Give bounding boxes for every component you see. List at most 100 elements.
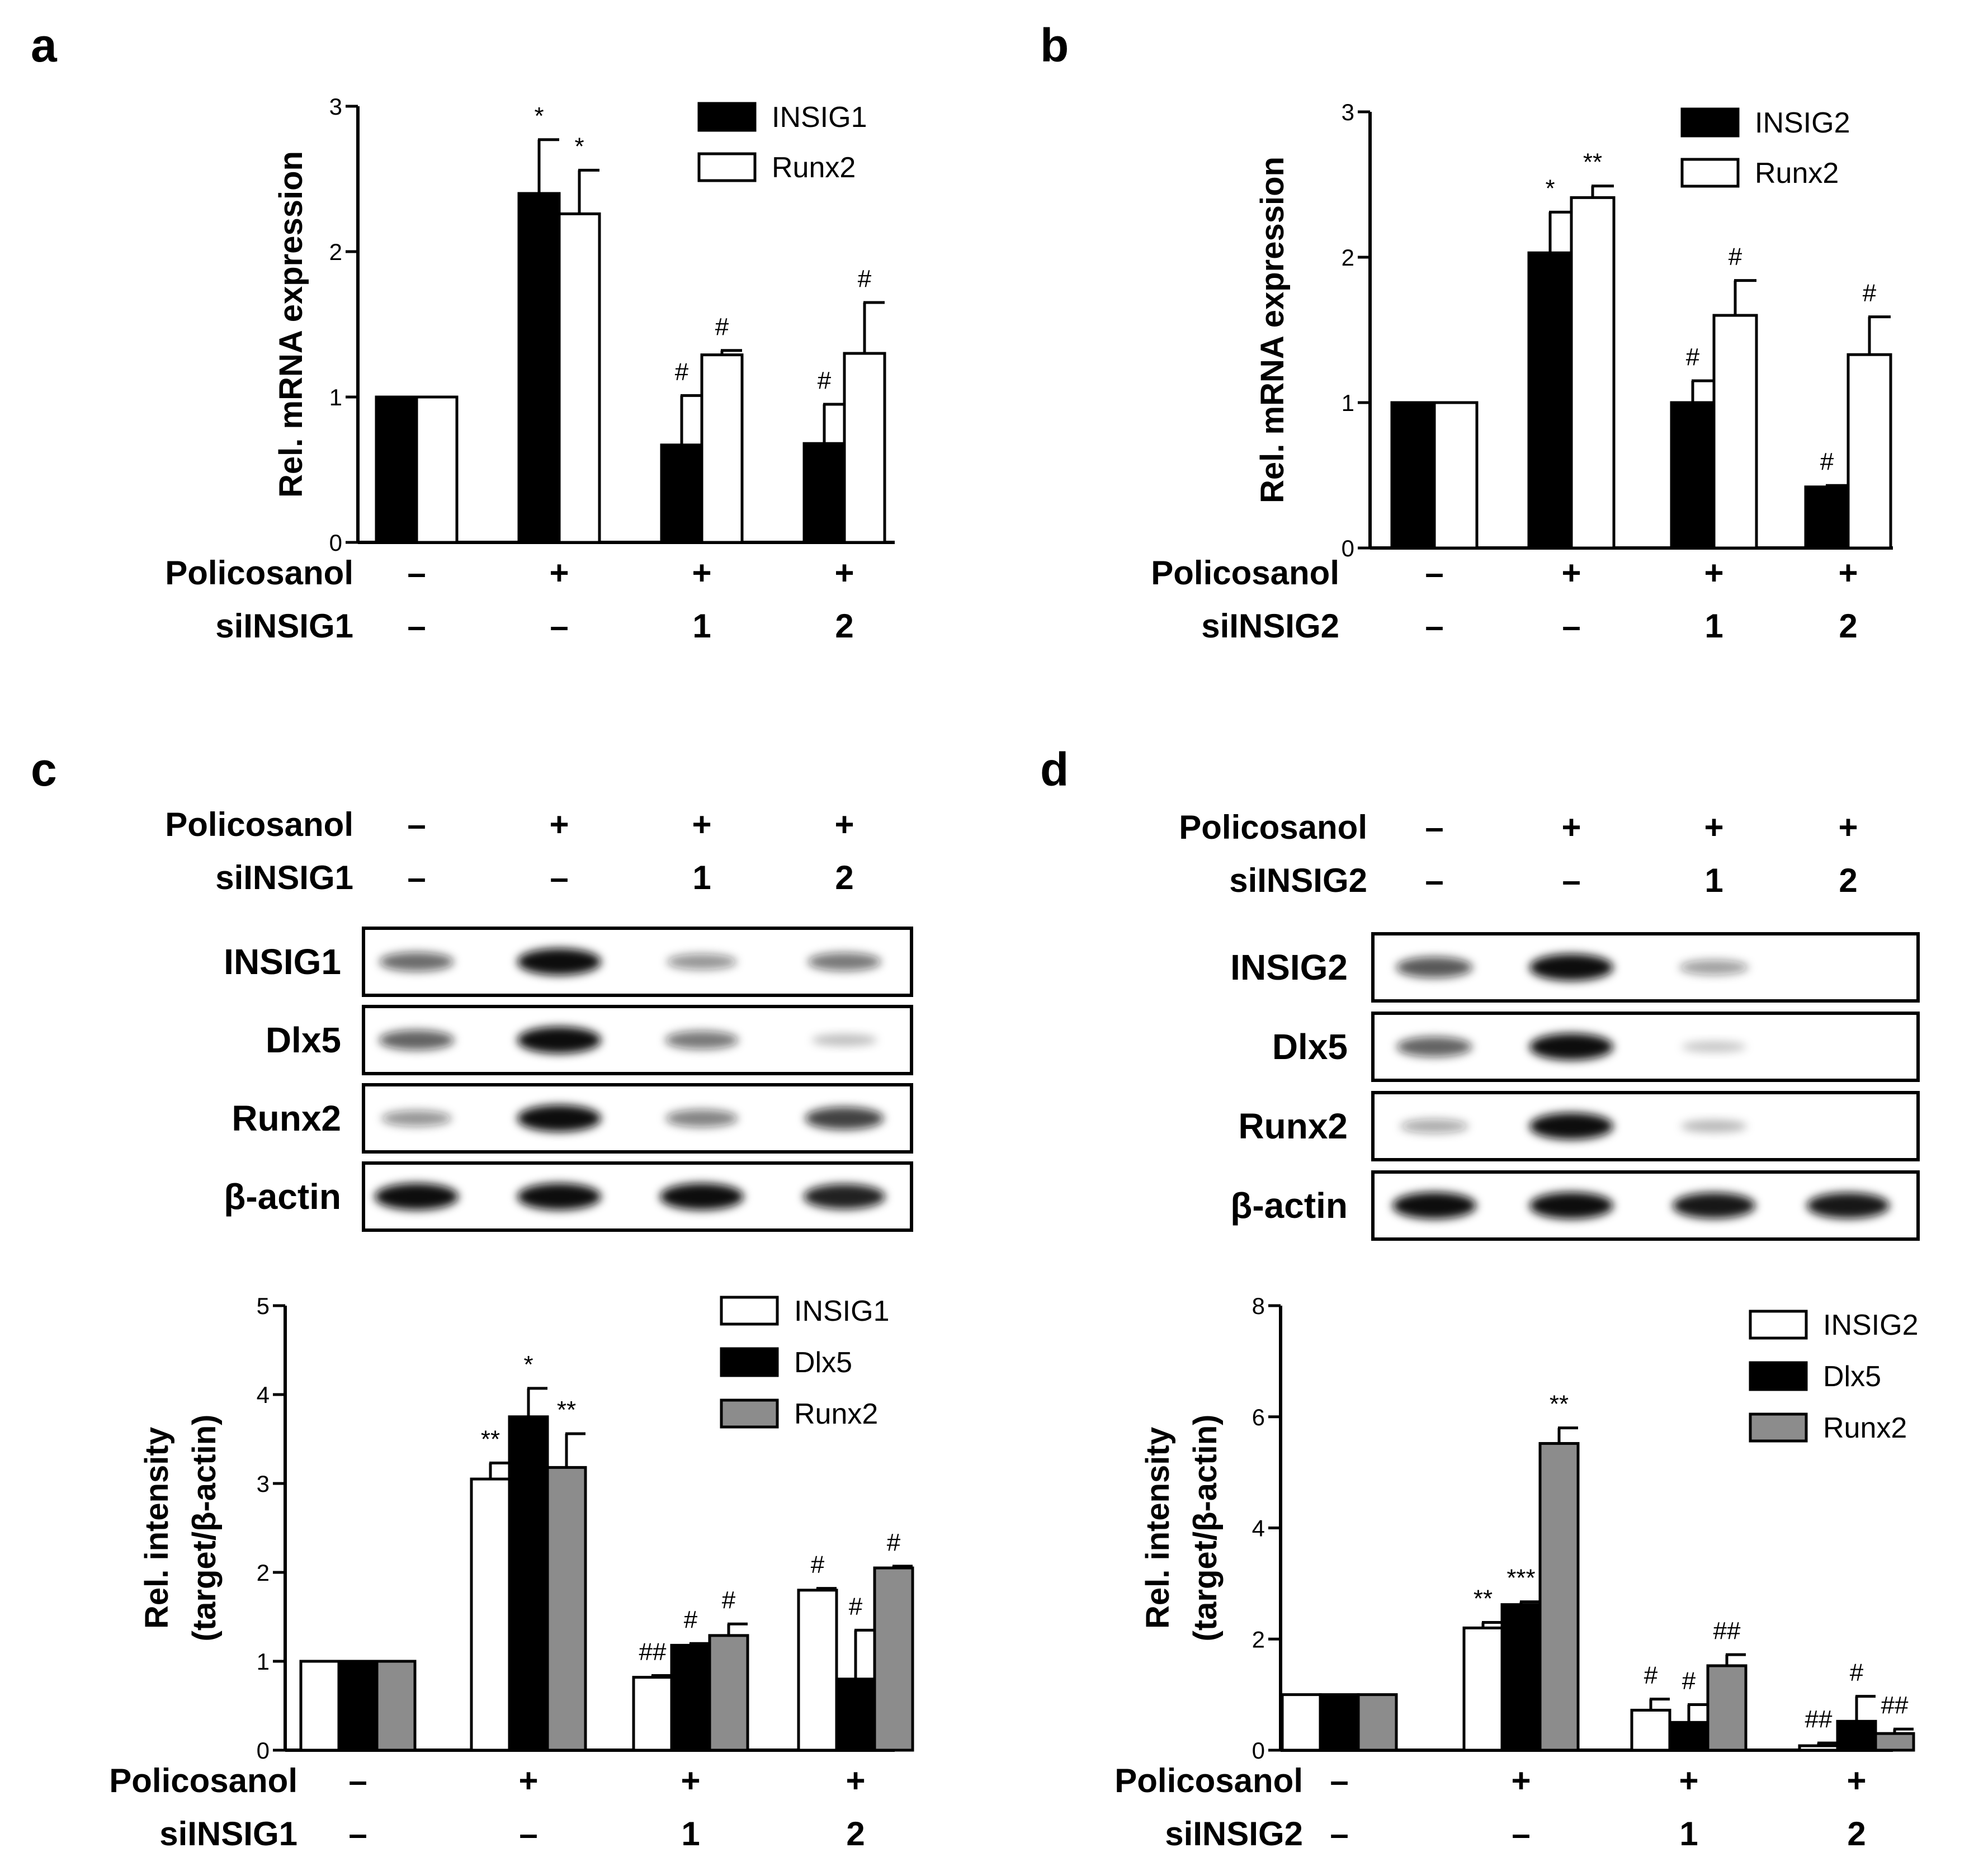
blot-band <box>379 1030 455 1050</box>
significance-label: # <box>1820 448 1834 475</box>
significance-label: ** <box>1550 1391 1569 1418</box>
legend-swatch <box>1749 1310 1808 1340</box>
y-tick-label: 0 <box>329 530 342 556</box>
bar <box>1570 196 1616 550</box>
condition-label: Policosanol <box>1151 554 1339 592</box>
condition-symbol: – <box>1425 554 1443 592</box>
significance-label: * <box>574 133 584 160</box>
condition-symbol: + <box>1704 554 1723 592</box>
significance-label: # <box>849 1593 863 1620</box>
bar <box>558 212 601 544</box>
condition-symbol: + <box>1679 1762 1698 1799</box>
significance-label: ** <box>1583 149 1602 176</box>
significance-label: ## <box>1713 1617 1741 1645</box>
y-axis-title-line2: (target/β-actin) <box>1187 1415 1224 1642</box>
blot-band <box>381 1110 452 1127</box>
y-tick-label: 3 <box>257 1471 270 1497</box>
bar <box>835 1677 876 1752</box>
y-tick-label: 4 <box>257 1382 270 1408</box>
blot-row-label: Dlx5 <box>266 1020 341 1060</box>
legend-label: Dlx5 <box>1823 1360 1881 1393</box>
y-tick-label: 1 <box>1342 390 1354 416</box>
condition-symbol: – <box>1330 1815 1348 1853</box>
condition-symbol: + <box>834 554 854 592</box>
bar <box>843 352 886 544</box>
legend-swatch <box>720 1296 779 1326</box>
blot-band <box>805 1107 884 1130</box>
bar <box>797 1589 838 1752</box>
condition-symbol: – <box>519 1815 537 1853</box>
legend-swatch <box>720 1347 779 1377</box>
bar <box>299 1660 341 1752</box>
blot-condition-symbol: + <box>834 806 854 843</box>
y-axis-title: Rel. mRNA expression <box>273 151 309 498</box>
significance-label: # <box>1863 280 1877 307</box>
blot-band <box>1682 1041 1746 1053</box>
blot-band <box>665 1109 738 1127</box>
blot-band <box>375 1183 459 1210</box>
y-tick-label: 6 <box>1252 1404 1265 1430</box>
bar <box>1500 1603 1542 1752</box>
condition-symbol: + <box>1838 554 1858 592</box>
blot-band <box>1400 1119 1468 1133</box>
blot-band <box>1672 1192 1756 1219</box>
condition-symbol: 1 <box>1704 607 1723 645</box>
condition-symbol: 2 <box>846 1815 865 1853</box>
bar <box>1706 1664 1748 1752</box>
condition-symbol: – <box>1512 1815 1530 1853</box>
bar <box>517 192 561 544</box>
blot-condition-symbol: + <box>549 806 569 843</box>
bar <box>1433 401 1479 550</box>
blot-band <box>1392 1192 1476 1219</box>
blot-condition-label: siINSIG2 <box>1229 862 1367 899</box>
significance-label: # <box>722 1586 736 1614</box>
blot-condition-symbol: + <box>1838 809 1858 846</box>
condition-symbol: + <box>1847 1762 1866 1799</box>
legend-label: Runx2 <box>1823 1412 1907 1444</box>
blot-condition-symbol: – <box>1425 809 1443 846</box>
legend-swatch <box>1680 158 1740 188</box>
significance-label: ** <box>1474 1585 1493 1612</box>
condition-symbol: + <box>518 1762 538 1799</box>
blot-row-label: Runx2 <box>1238 1106 1348 1146</box>
blot-condition-symbol: – <box>550 859 568 896</box>
y-tick-label: 2 <box>1252 1626 1265 1652</box>
significance-label: # <box>1850 1659 1864 1686</box>
bar <box>1836 1719 1877 1752</box>
blot-row-label: Dlx5 <box>1272 1027 1348 1067</box>
legend-swatch <box>697 102 757 132</box>
blot-band <box>1396 1037 1472 1057</box>
blot-band <box>1679 960 1749 975</box>
bar <box>1798 1744 1839 1752</box>
blot-band <box>517 1105 601 1132</box>
significance-label: # <box>1682 1667 1696 1695</box>
bar <box>1538 1442 1580 1752</box>
condition-label: siINSIG2 <box>1165 1815 1303 1853</box>
significance-label: # <box>715 313 729 341</box>
bar <box>508 1415 549 1752</box>
significance-label: # <box>675 358 689 385</box>
y-axis-title: Rel. mRNA expression <box>1254 157 1291 503</box>
y-axis-title: Rel. intensity <box>139 1427 175 1629</box>
blot-band <box>807 952 881 971</box>
bar <box>1527 251 1573 550</box>
panel-letter-a: a <box>31 19 58 72</box>
panel-letter-d: d <box>1040 743 1069 796</box>
y-tick-label: 2 <box>257 1560 270 1586</box>
blot-band <box>803 1184 886 1209</box>
blot-condition-symbol: – <box>1425 862 1443 899</box>
blot-condition-symbol: 1 <box>692 859 711 896</box>
y-tick-label: 3 <box>329 93 342 120</box>
condition-symbol: 1 <box>1679 1815 1698 1853</box>
condition-label: siINSIG2 <box>1201 607 1339 645</box>
legend-swatch <box>1680 107 1740 138</box>
blot-band <box>811 1034 877 1046</box>
blot-band <box>1529 1192 1613 1219</box>
blot-condition-symbol: + <box>1561 809 1581 846</box>
y-axis-title: Rel. intensity <box>1140 1427 1176 1629</box>
blot-condition-symbol: 2 <box>1839 862 1857 899</box>
legend-label: INSIG2 <box>1755 107 1850 139</box>
bar <box>1357 1693 1398 1752</box>
blot-c: Policosanol – + + + siINSIG1 – – 1 2 INSIG1 Dlx5 Run… <box>165 806 913 1232</box>
